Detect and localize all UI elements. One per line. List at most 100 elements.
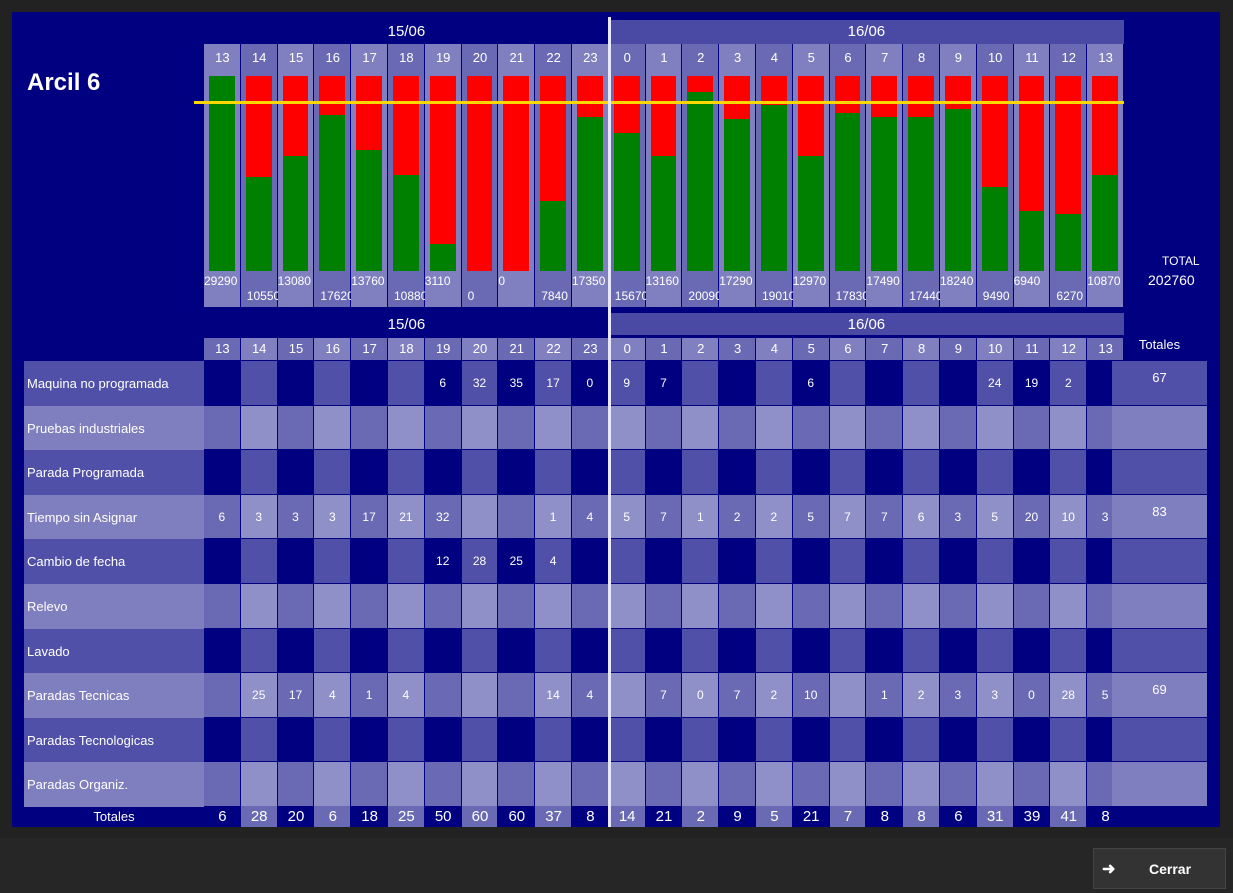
table-row-label: Relevo [24,584,204,629]
table-cell: 0 [1013,673,1050,717]
bar-red-segment [724,76,750,119]
table-cell [1050,628,1087,673]
table-cell [351,584,387,628]
table-hour-bg [204,338,240,360]
table-cell [277,762,314,806]
bar-green-segment [687,92,714,271]
table-row-label: Paradas Organiz. [24,762,204,807]
table-cell [461,494,498,539]
table-column-total: 5 [770,808,779,825]
footer-cell-bg [976,806,1013,827]
chart-total-label: TOTAL [1162,254,1200,268]
table-hour-bg [682,338,719,360]
table-cell [903,584,939,628]
table-hour-bg [608,338,645,360]
table-hour-label: 23 [583,341,598,356]
bar-value-label: 0 [467,289,475,303]
table-cell: 32 [424,494,461,539]
chart-hour-label: 12 [1061,50,1077,65]
chart-hour-label: 11 [1025,50,1039,65]
table-column-total: 18 [361,808,378,825]
table-column-total: 8 [586,808,595,825]
table-cell [866,361,903,405]
table-row-total [1112,539,1207,583]
table-cell [608,717,645,762]
table-cell [424,450,461,494]
table-hour-bg [645,338,682,360]
chart-hour-label: 3 [733,50,742,65]
table-cell [351,762,387,806]
bar-red-segment [1092,76,1118,175]
table-cell [572,762,608,806]
table-cell [829,539,866,583]
bar-value-label: 10870 [1087,274,1121,288]
table-cell: 25 [240,673,277,717]
table-cell: 35 [498,361,535,405]
footer-cell-bg [756,806,792,827]
table-cell [940,539,976,583]
table-cell: 17 [351,494,387,539]
table-cell: 1 [351,673,387,717]
bar-green-segment [319,115,346,271]
table-column-total: 28 [250,808,268,825]
table-hour-label: 16 [325,341,341,356]
table-cell [388,762,424,806]
bar-green-segment [429,244,456,271]
chart-hour-label: 4 [770,50,779,65]
table-cell [204,762,240,806]
table-cell [498,762,535,806]
table-cell [461,450,498,494]
table-hour-bg [940,338,976,360]
table-hour-label: 3 [733,341,742,356]
bar-red-segment [245,76,272,177]
table-cell: 1 [535,494,571,539]
bar-red-segment [393,76,419,175]
table-hour-label: 21 [509,341,525,356]
table-totals-header: Totales [1138,337,1181,352]
table-cell [866,584,903,628]
table-cell [204,584,240,628]
bar-green-segment [650,156,677,271]
table-cell [204,539,240,583]
bar-red-segment [429,76,456,244]
table-row-label: Tiempo sin Asignar [24,494,204,540]
table-cell: 2 [756,494,792,539]
table-cell: 0 [682,673,719,717]
bar-value-label: 10880 [394,289,428,303]
footer-cell-bg [682,806,719,827]
table-hour-label: 22 [546,341,561,356]
chart-hour-label: 20 [472,50,488,65]
table-cell: 1 [682,494,719,539]
table-cell: 2 [903,673,939,717]
bar-green-segment [908,117,934,271]
table-cell [645,762,682,806]
table-cell [866,628,903,673]
table-column-total: 8 [917,808,926,825]
table-cell: 4 [388,673,424,717]
table-row-label: Cambio de fecha [24,539,204,584]
table-column-total: 31 [986,808,1004,825]
bar-value-label: 0 [498,274,506,288]
arrow-right-icon: ➜ [1102,861,1116,878]
table-cell [461,717,498,762]
table-hour-label: 17 [362,341,377,356]
table-row-label: Parada Programada [24,450,204,495]
bar-red-segment [945,76,971,109]
table-cell [424,673,461,717]
table-hour-label: 9 [954,341,963,356]
table-cell: 28 [1050,673,1087,717]
close-button[interactable]: ➜ Cerrar [1093,848,1226,889]
table-cell [351,405,387,450]
table-column-total: 7 [843,808,853,825]
table-cell [829,450,866,494]
table-cell [976,450,1013,494]
close-button-label: Cerrar [1149,861,1192,877]
table-cell [940,762,976,806]
table-cell: 5 [976,494,1013,539]
table-cell [1050,450,1087,494]
bar-value-label: 17490 [866,274,900,288]
table-cell [608,673,645,717]
table-cell [498,450,535,494]
table-cell [1013,717,1050,762]
bar-value-label: 15670 [614,289,649,303]
